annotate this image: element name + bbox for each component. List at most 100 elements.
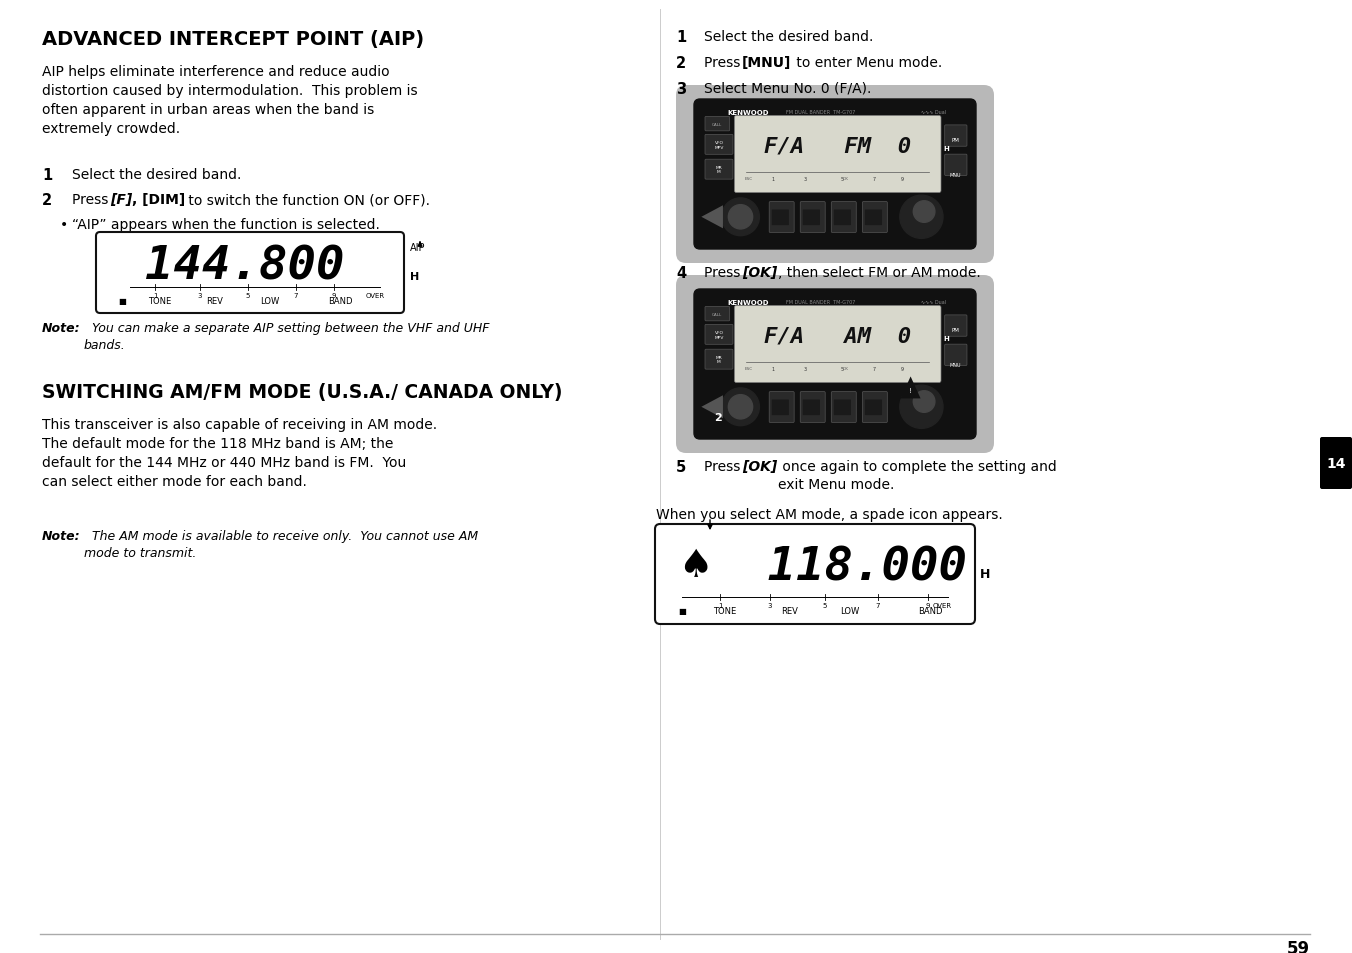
Circle shape <box>914 201 934 223</box>
Text: 1: 1 <box>42 168 53 183</box>
Text: ■: ■ <box>679 606 685 616</box>
Polygon shape <box>702 206 723 229</box>
Text: [OK]: [OK] <box>742 459 777 474</box>
Text: Select the desired band.: Select the desired band. <box>72 168 242 182</box>
Text: MR
M: MR M <box>715 355 722 364</box>
Text: OVER: OVER <box>365 293 384 298</box>
Text: OVER: OVER <box>933 602 952 608</box>
Circle shape <box>722 389 760 426</box>
Text: FM DUAL BANDER  TM-G707: FM DUAL BANDER TM-G707 <box>787 299 856 305</box>
Circle shape <box>914 392 934 413</box>
FancyBboxPatch shape <box>694 100 976 250</box>
FancyBboxPatch shape <box>704 135 733 155</box>
Text: , [DIM]: , [DIM] <box>132 193 185 207</box>
Text: BAND: BAND <box>918 606 942 616</box>
FancyBboxPatch shape <box>734 306 941 383</box>
Text: BAND: BAND <box>327 296 353 306</box>
Text: Press: Press <box>704 459 745 474</box>
FancyBboxPatch shape <box>734 116 941 193</box>
FancyBboxPatch shape <box>803 211 819 226</box>
Text: 9: 9 <box>926 602 930 608</box>
Text: 3: 3 <box>676 82 685 97</box>
Text: REV: REV <box>207 296 223 306</box>
Circle shape <box>900 196 942 239</box>
Text: OK: OK <box>842 176 849 180</box>
Text: 5: 5 <box>823 602 827 608</box>
Circle shape <box>722 198 760 236</box>
Text: 2: 2 <box>676 56 685 71</box>
FancyBboxPatch shape <box>800 202 825 233</box>
Text: 2: 2 <box>42 193 53 208</box>
Text: F/A   FM  0: F/A FM 0 <box>764 136 911 156</box>
FancyBboxPatch shape <box>1320 437 1352 490</box>
Text: H: H <box>980 568 991 581</box>
Text: Note:: Note: <box>42 530 81 542</box>
FancyBboxPatch shape <box>831 393 856 423</box>
Text: Note:: Note: <box>42 322 81 335</box>
FancyBboxPatch shape <box>945 345 967 366</box>
Text: ESC: ESC <box>745 366 753 370</box>
FancyBboxPatch shape <box>831 202 856 233</box>
Text: Press: Press <box>704 56 745 70</box>
Text: VFO
MPV: VFO MPV <box>714 331 723 339</box>
Text: 3: 3 <box>768 602 772 608</box>
Text: PM: PM <box>952 138 960 143</box>
FancyBboxPatch shape <box>945 126 967 147</box>
FancyBboxPatch shape <box>863 202 887 233</box>
Text: 1: 1 <box>676 30 687 45</box>
Circle shape <box>729 395 753 419</box>
Text: 1: 1 <box>771 366 775 371</box>
FancyBboxPatch shape <box>865 211 882 226</box>
Text: , then select FM or AM mode.: , then select FM or AM mode. <box>777 266 980 280</box>
Text: CALL: CALL <box>713 313 722 317</box>
FancyBboxPatch shape <box>694 290 976 439</box>
Text: 144.800: 144.800 <box>145 245 345 290</box>
FancyBboxPatch shape <box>676 275 994 454</box>
Text: FM DUAL BANDER  TM-G707: FM DUAL BANDER TM-G707 <box>787 110 856 115</box>
Text: LOW: LOW <box>841 606 860 616</box>
Text: AIP helps eliminate interference and reduce audio
distortion caused by intermodu: AIP helps eliminate interference and red… <box>42 65 418 135</box>
Text: ♠  118.000: ♠ 118.000 <box>681 545 967 590</box>
Text: 1: 1 <box>153 293 157 298</box>
FancyBboxPatch shape <box>863 393 887 423</box>
Text: 4: 4 <box>676 266 685 281</box>
Text: ADVANCED INTERCEPT POINT (AIP): ADVANCED INTERCEPT POINT (AIP) <box>42 30 425 49</box>
Text: 5: 5 <box>840 366 844 371</box>
Circle shape <box>900 386 942 429</box>
Text: 3: 3 <box>803 176 807 181</box>
FancyBboxPatch shape <box>865 400 882 416</box>
FancyBboxPatch shape <box>945 315 967 336</box>
Text: Select the desired band.: Select the desired band. <box>704 30 873 44</box>
Text: 14: 14 <box>1326 456 1345 471</box>
Text: 7: 7 <box>872 366 876 371</box>
Text: AIP: AIP <box>410 243 426 253</box>
Text: LOW: LOW <box>261 296 280 306</box>
Text: KENWOOD: KENWOOD <box>727 299 768 306</box>
Text: [OK]: [OK] <box>742 266 777 280</box>
Text: MR
M: MR M <box>715 166 722 174</box>
Text: 1: 1 <box>771 176 775 181</box>
FancyBboxPatch shape <box>772 211 790 226</box>
Text: H: H <box>410 273 419 282</box>
Text: 59: 59 <box>1287 939 1310 953</box>
Text: This transceiver is also capable of receiving in AM mode.
The default mode for t: This transceiver is also capable of rece… <box>42 417 437 488</box>
Polygon shape <box>900 377 921 399</box>
Text: H: H <box>942 146 949 152</box>
Text: 5: 5 <box>840 176 844 181</box>
Text: 5: 5 <box>676 459 687 475</box>
FancyBboxPatch shape <box>704 325 733 345</box>
Text: F/A   AM  0: F/A AM 0 <box>764 326 911 346</box>
Text: 9: 9 <box>331 293 337 298</box>
FancyBboxPatch shape <box>800 393 825 423</box>
Text: “AIP” appears when the function is selected.: “AIP” appears when the function is selec… <box>72 218 380 232</box>
FancyBboxPatch shape <box>803 400 819 416</box>
FancyBboxPatch shape <box>834 400 850 416</box>
Text: The AM mode is available to receive only.  You cannot use AM
mode to transmit.: The AM mode is available to receive only… <box>84 530 479 559</box>
Text: MNU: MNU <box>950 172 961 178</box>
Text: 3: 3 <box>803 366 807 371</box>
Text: 9: 9 <box>900 176 904 181</box>
Text: KENWOOD: KENWOOD <box>727 110 768 116</box>
Text: SWITCHING AM/FM MODE (U.S.A./ CANADA ONLY): SWITCHING AM/FM MODE (U.S.A./ CANADA ONL… <box>42 382 562 401</box>
Text: [MNU]: [MNU] <box>742 56 791 70</box>
Polygon shape <box>702 395 723 419</box>
